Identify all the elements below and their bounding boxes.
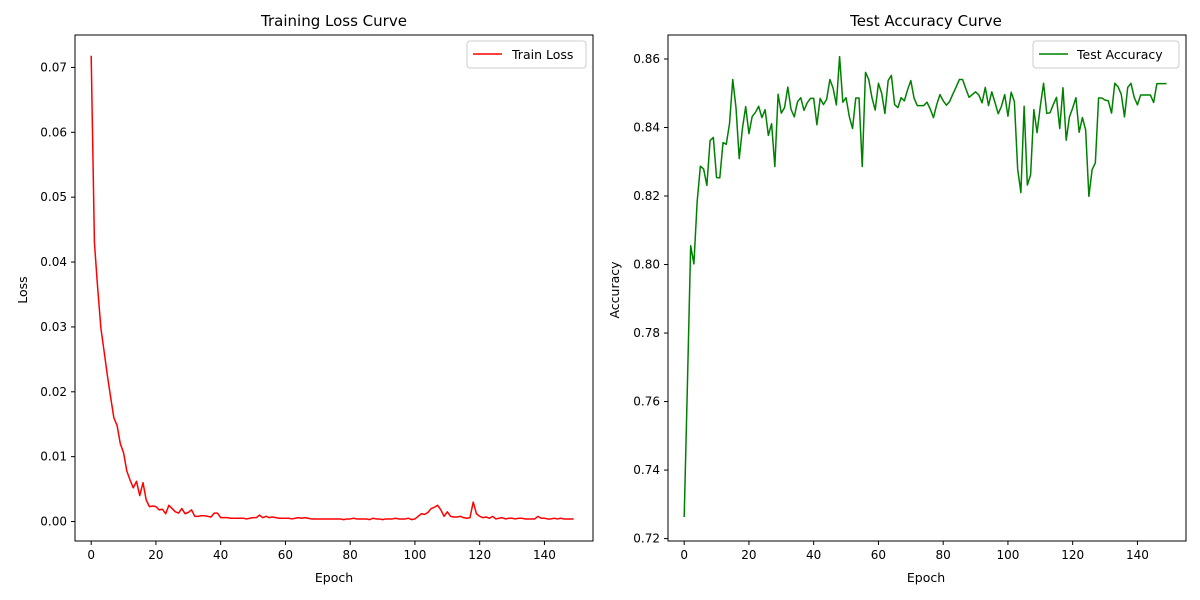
loss-legend: Train Loss — [466, 40, 587, 69]
loss-legend-label: Train Loss — [511, 47, 573, 62]
accuracy-y-axis-label: Accuracy — [607, 261, 622, 319]
loss-y-tick-label: 0.01 — [40, 450, 67, 464]
loss-y-tick-label: 0.07 — [40, 60, 67, 74]
loss-x-tick-label: 80 — [343, 548, 358, 562]
accuracy-panel: Test Accuracy Curve Epoch Accuracy 0 20 40… — [607, 12, 1187, 585]
accuracy-y-tick-label: 0.80 — [633, 258, 660, 272]
loss-series-line — [90, 55, 574, 521]
loss-x-tick-label: 140 — [533, 548, 556, 562]
loss-x-tick-label: 40 — [213, 548, 228, 562]
accuracy-y-tick-label: 0.86 — [633, 52, 660, 66]
accuracy-x-tick-label: 120 — [1061, 548, 1084, 562]
loss-y-tick-label: 0.02 — [40, 385, 67, 399]
accuracy-chart-title: Test Accuracy Curve — [849, 12, 1002, 30]
accuracy-series-line — [683, 55, 1167, 518]
accuracy-y-tick-label: 0.74 — [633, 463, 660, 477]
loss-x-tick-label: 60 — [278, 548, 293, 562]
accuracy-x-axis-label: Epoch — [907, 570, 945, 585]
accuracy-x-tick-label: 20 — [741, 548, 756, 562]
loss-y-tick-label: 0.03 — [40, 320, 67, 334]
accuracy-legend-label: Test Accuracy — [1076, 47, 1163, 62]
accuracy-x-tick-label: 80 — [936, 548, 951, 562]
loss-x-tick-label: 100 — [403, 548, 426, 562]
loss-y-axis-label: Loss — [15, 276, 30, 303]
loss-plot-frame — [74, 34, 594, 542]
accuracy-y-tick-label: 0.76 — [633, 395, 660, 409]
loss-ticks: 0 20 40 60 80 100 120 140 0.00 0.01 0.02 0.03 0.04 0.… — [40, 60, 556, 562]
accuracy-y-tick-label: 0.72 — [633, 532, 660, 546]
loss-y-tick-label: 0.06 — [40, 125, 67, 139]
loss-y-tick-label: 0.05 — [40, 190, 67, 204]
loss-y-tick-label: 0.04 — [40, 255, 67, 269]
accuracy-ticks: 0 20 40 60 80 100 120 140 0.72 0.74 0.76 0.78 0.80 0.… — [633, 52, 1149, 562]
loss-x-tick-label: 20 — [148, 548, 163, 562]
accuracy-x-tick-label: 60 — [871, 548, 886, 562]
accuracy-x-tick-label: 140 — [1126, 548, 1149, 562]
loss-x-tick-label: 120 — [468, 548, 491, 562]
loss-chart-title: Training Loss Curve — [260, 12, 407, 30]
loss-x-tick-label: 0 — [87, 548, 95, 562]
accuracy-legend: Test Accuracy — [1032, 40, 1180, 69]
loss-x-axis-label: Epoch — [315, 570, 353, 585]
loss-y-tick-label: 0.00 — [40, 515, 67, 529]
accuracy-x-tick-label: 40 — [806, 548, 821, 562]
accuracy-y-tick-label: 0.84 — [633, 120, 660, 134]
accuracy-x-tick-label: 0 — [680, 548, 688, 562]
loss-panel: Training Loss Curve Epoch Loss 0 20 40 60 80… — [15, 12, 594, 585]
accuracy-y-tick-label: 0.82 — [633, 189, 660, 203]
accuracy-y-tick-label: 0.78 — [633, 326, 660, 340]
accuracy-x-tick-label: 100 — [996, 548, 1019, 562]
accuracy-legend-box — [1032, 40, 1180, 69]
loss-legend-box — [466, 40, 587, 69]
accuracy-plot-frame — [667, 34, 1187, 542]
